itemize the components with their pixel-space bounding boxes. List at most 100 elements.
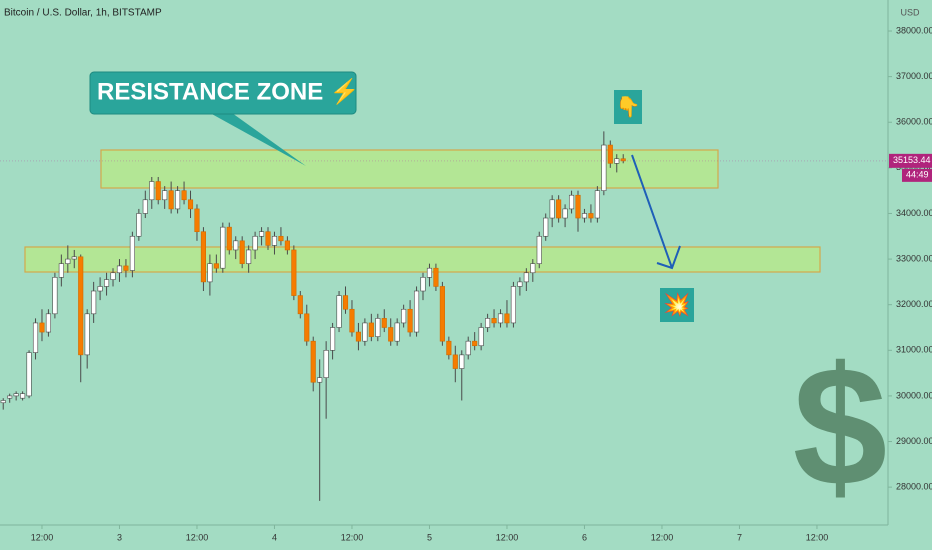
countdown-box bbox=[902, 168, 932, 182]
candle-body bbox=[362, 322, 368, 342]
candle-body bbox=[317, 377, 323, 383]
y-tick-label: 33000.00 bbox=[896, 253, 932, 263]
candle-body bbox=[575, 194, 581, 219]
candle-body bbox=[601, 144, 607, 191]
y-tick-label: 32000.00 bbox=[896, 299, 932, 309]
candle-body bbox=[103, 279, 110, 287]
candle-body bbox=[581, 213, 588, 219]
candle-body bbox=[620, 158, 626, 162]
x-tick-label: 4 bbox=[272, 532, 277, 542]
candle-body bbox=[530, 263, 536, 274]
candle-body bbox=[226, 226, 232, 251]
y-tick-label: 31000.00 bbox=[896, 345, 932, 355]
x-tick-label: 7 bbox=[737, 532, 742, 542]
candle-body bbox=[220, 226, 226, 269]
candle-body bbox=[265, 231, 271, 246]
candle-body bbox=[504, 313, 510, 324]
candle-body bbox=[497, 313, 504, 324]
plot-area bbox=[0, 131, 888, 501]
candle-body bbox=[233, 240, 239, 251]
candle-body bbox=[459, 354, 465, 369]
currency-label: USD bbox=[900, 7, 920, 17]
pointing-icon: 👇 bbox=[616, 95, 641, 118]
x-tick-label: 12:00 bbox=[31, 532, 54, 542]
candle-body bbox=[175, 190, 181, 210]
y-tick-label: 34000.00 bbox=[896, 208, 932, 218]
candle-body bbox=[472, 340, 478, 347]
candle-body bbox=[194, 208, 200, 233]
drawings: RESISTANCE ZONE ⚡ 👇 💥 $ Bitcoin / U.S. D… bbox=[4, 7, 920, 522]
candle-body bbox=[58, 263, 64, 278]
candle-body bbox=[517, 281, 523, 287]
candle-body bbox=[39, 322, 45, 333]
candle-body bbox=[310, 340, 316, 383]
candle-body bbox=[291, 249, 297, 296]
candle-body bbox=[65, 258, 71, 264]
candle-body bbox=[26, 352, 32, 397]
candle-body bbox=[433, 267, 439, 287]
candle-body bbox=[407, 308, 413, 333]
candle-body bbox=[252, 235, 258, 251]
candle-body bbox=[562, 208, 568, 219]
candle-body bbox=[381, 318, 387, 328]
candle-body bbox=[168, 190, 174, 210]
x-tick-label: 12:00 bbox=[186, 532, 209, 542]
candle-body bbox=[510, 286, 516, 324]
candle-body bbox=[413, 290, 420, 333]
candle-body bbox=[349, 308, 355, 333]
candle-body bbox=[116, 265, 123, 274]
price-label: 35153.44 44:49 bbox=[889, 153, 932, 182]
x-tick-label: 3 bbox=[117, 532, 122, 542]
candle-body bbox=[91, 290, 97, 315]
candle-body bbox=[536, 235, 542, 264]
x-tick-label: 5 bbox=[427, 532, 432, 542]
chart-title: Bitcoin / U.S. Dollar, 1h, BITSTAMP bbox=[4, 8, 162, 19]
candle-body bbox=[375, 318, 381, 337]
candle-body bbox=[439, 286, 445, 342]
candle-body bbox=[155, 181, 161, 201]
y-tick-label: 36000.00 bbox=[896, 117, 932, 127]
callout-pointer bbox=[210, 113, 306, 166]
candle-body bbox=[394, 322, 400, 342]
dollar-sign: $ bbox=[793, 332, 888, 522]
last-price-text: 35153.44 bbox=[893, 155, 931, 165]
candle-body bbox=[452, 354, 458, 369]
candle-body bbox=[7, 395, 13, 399]
x-tick-label: 12:00 bbox=[496, 532, 519, 542]
candle-body bbox=[614, 158, 620, 164]
candle-body bbox=[491, 318, 497, 324]
candle-body bbox=[123, 265, 129, 271]
candle-body bbox=[110, 272, 116, 280]
forecast-arrow bbox=[631, 154, 681, 270]
candle-body bbox=[32, 322, 39, 353]
icon-box bbox=[614, 90, 642, 124]
candle-body bbox=[556, 199, 562, 219]
candle-body bbox=[297, 295, 303, 315]
candle-body bbox=[568, 194, 575, 210]
candle-body bbox=[52, 277, 58, 315]
candle-body bbox=[45, 313, 51, 333]
candle-body bbox=[271, 235, 278, 246]
candle-body bbox=[304, 313, 310, 342]
candle-body bbox=[181, 190, 187, 201]
candle-body bbox=[323, 350, 329, 378]
candle-body bbox=[420, 277, 426, 292]
callout-box bbox=[89, 71, 357, 115]
x-tick-label: 12:00 bbox=[651, 532, 674, 542]
support-zone bbox=[24, 246, 821, 273]
candle-body bbox=[20, 393, 26, 399]
candle-body bbox=[187, 199, 194, 210]
y-tick-label: 29000.00 bbox=[896, 436, 932, 446]
candle-body bbox=[401, 308, 407, 324]
x-tick-label: 12:00 bbox=[341, 532, 364, 542]
countdown-text: 44:49 bbox=[906, 170, 929, 180]
candle-body bbox=[213, 263, 219, 269]
candle-body bbox=[336, 295, 342, 328]
y-tick-label: 37000.00 bbox=[896, 71, 932, 81]
candle-body bbox=[142, 199, 148, 214]
candle-body bbox=[388, 327, 394, 342]
candle-body bbox=[278, 235, 284, 242]
candle-body bbox=[594, 190, 600, 219]
